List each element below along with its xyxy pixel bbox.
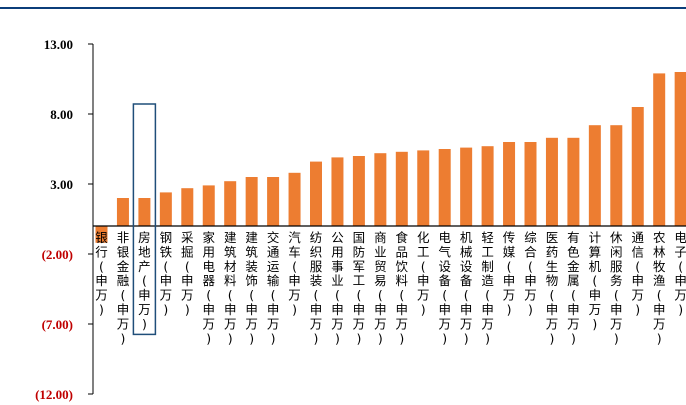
x-tick-label: 建筑材料(申万) xyxy=(224,230,237,346)
highlight-box xyxy=(132,103,157,336)
x-tick-label: 轻工制造(申万) xyxy=(481,230,494,346)
x-tick-label: 医药生物(申万) xyxy=(546,230,559,346)
bar xyxy=(460,147,473,226)
x-tick-label: 传媒(申万) xyxy=(503,230,516,317)
x-tick-label: 电子(申万) xyxy=(674,230,686,317)
x-tick-label: 机械设备(申万) xyxy=(460,230,473,346)
bar xyxy=(545,137,558,226)
x-tick-label: 建筑装饰(申万) xyxy=(245,230,258,346)
x-tick-label: 交通运输(申万) xyxy=(267,230,280,346)
bar xyxy=(374,153,387,226)
x-tick-label: 钢铁(申万) xyxy=(160,230,173,317)
bar xyxy=(202,185,215,226)
y-tick-label: (12.00) xyxy=(35,387,73,402)
bar xyxy=(524,142,537,226)
x-tick-label: 银行(申万) xyxy=(95,230,108,317)
x-tick-label: 农林牧渔(申万) xyxy=(653,230,666,346)
x-tick-label: 商业贸易(申万) xyxy=(374,230,387,346)
x-tick-label: 非银金融(申万) xyxy=(117,230,130,346)
y-tick-label: (2.00) xyxy=(42,247,73,262)
bar xyxy=(610,125,623,226)
bar xyxy=(588,125,601,226)
x-tick-label: 纺织服装(申万) xyxy=(310,230,323,346)
bar xyxy=(267,177,280,226)
bar xyxy=(310,161,322,226)
bar xyxy=(631,107,644,226)
bar xyxy=(438,149,451,226)
bar xyxy=(653,73,666,227)
bar xyxy=(503,142,516,226)
y-axis: 13.00 8.00 3.00 (2.00) (7.00) (12.00) xyxy=(35,37,94,402)
y-tick-label: 8.00 xyxy=(50,107,73,122)
x-tick-label: 家用电器(申万) xyxy=(202,230,215,346)
x-tick-label: 化工(申万) xyxy=(417,230,430,317)
bar xyxy=(288,172,301,226)
bar xyxy=(395,151,408,226)
x-tick-label: 采掘(申万) xyxy=(181,230,194,317)
bar xyxy=(138,198,151,226)
bar xyxy=(224,181,237,226)
x-tick-label: 有色金属(申万) xyxy=(567,230,580,346)
category-labels: 银行(申万) 非银金融(申万) 房地产(申万) 钢铁(申万) 采掘(申万) 家用电器(申万… xyxy=(95,230,686,346)
bar xyxy=(245,177,258,226)
y-tick-label: (7.00) xyxy=(42,317,73,332)
x-tick-label: 国防军工(申万) xyxy=(353,230,366,346)
bar xyxy=(481,146,494,226)
bar xyxy=(352,156,365,226)
x-tick-label: 房地产(申万) xyxy=(138,230,151,331)
bars xyxy=(95,72,686,243)
bar xyxy=(181,188,194,226)
y-tick-label: 3.00 xyxy=(50,177,73,192)
y-tick-label: 13.00 xyxy=(44,37,73,52)
x-tick-label: 计算机(申万) xyxy=(589,230,602,331)
x-tick-label: 电气设备(申万) xyxy=(438,230,451,346)
bar xyxy=(674,72,686,226)
x-tick-label: 休闲服务(申万) xyxy=(610,230,623,346)
bar xyxy=(116,198,129,226)
bar xyxy=(331,157,344,226)
x-tick-label: 综合(申万) xyxy=(524,230,537,317)
bar xyxy=(567,137,580,226)
bar xyxy=(159,192,172,226)
x-tick-label: 汽车(申万) xyxy=(288,230,301,317)
x-tick-label: 通信(申万) xyxy=(631,230,644,317)
bar xyxy=(417,150,430,226)
x-tick-label: 食品饮料(申万) xyxy=(396,230,409,346)
x-tick-label: 公用事业(申万) xyxy=(331,230,344,346)
bar xyxy=(95,226,108,243)
